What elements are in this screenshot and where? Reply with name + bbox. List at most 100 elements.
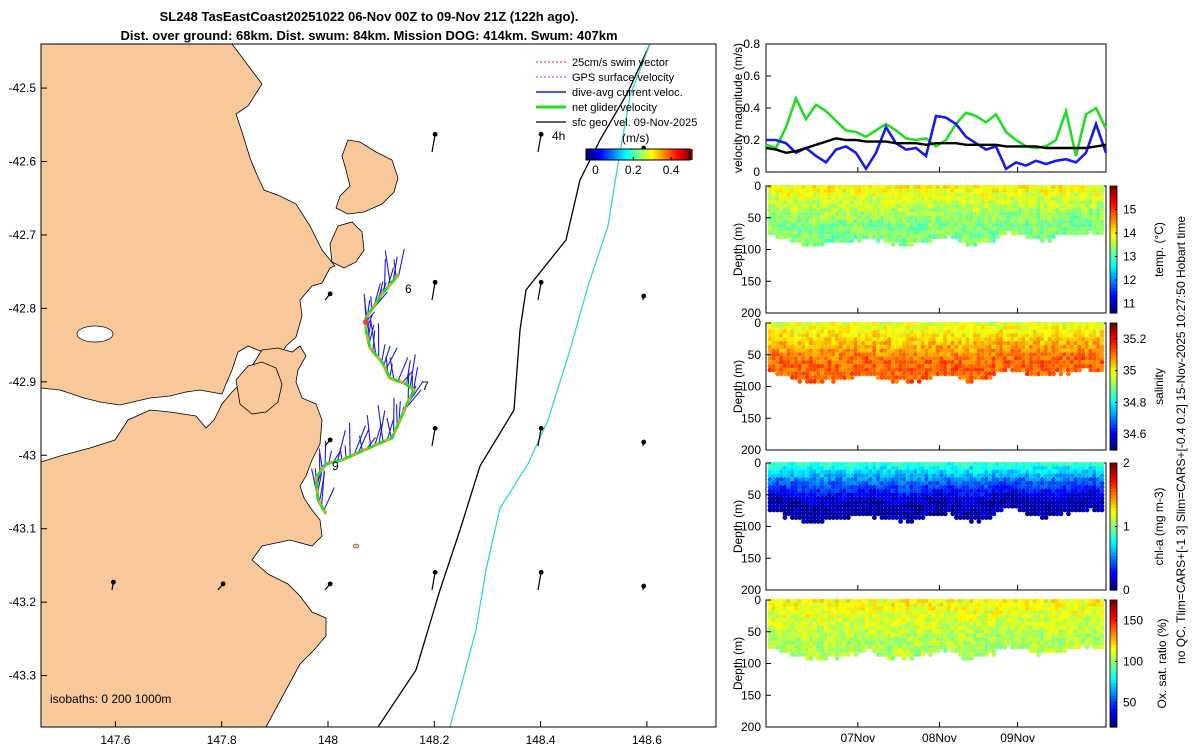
section-dot: [816, 379, 821, 384]
section-dot: [890, 222, 896, 228]
section-dot: [816, 230, 821, 236]
section-dot: [831, 610, 836, 616]
section-dot: [838, 184, 844, 190]
section-dot: [793, 644, 799, 650]
section-dot: [969, 188, 974, 194]
section-dot: [1043, 333, 1049, 339]
section-colorbar-cell: [1110, 551, 1117, 556]
section-dot: [898, 226, 903, 232]
section-dot: [819, 222, 825, 228]
section-dot: [991, 226, 997, 232]
section-dot: [1092, 333, 1097, 339]
section-dot: [1028, 222, 1034, 228]
section-dot: [797, 321, 803, 327]
section-dot: [1024, 477, 1030, 482]
section-dot: [819, 644, 825, 650]
section-dot: [838, 200, 844, 205]
section-dot: [793, 515, 799, 521]
section-dot: [928, 644, 933, 650]
section-dot: [812, 356, 818, 361]
section-dot: [998, 473, 1004, 479]
section-dot: [920, 465, 926, 471]
section-dot: [883, 477, 889, 482]
section-dot: [793, 469, 799, 475]
section-dot: [849, 344, 855, 350]
section-dot: [998, 340, 1004, 346]
section-dot: [954, 503, 959, 509]
section-dot: [913, 633, 918, 638]
section-dot: [1077, 215, 1083, 221]
section-dot: [954, 477, 959, 482]
section-dot: [1006, 192, 1012, 198]
section-dot: [961, 215, 967, 221]
section-dot: [1024, 352, 1030, 358]
dive-avg-vector: [413, 367, 419, 390]
section-dot: [983, 226, 989, 232]
section-dot: [946, 226, 952, 232]
section-dot: [879, 652, 885, 658]
section-dot: [991, 496, 997, 501]
section-dot: [875, 625, 881, 631]
section-colorbar-cell: [1110, 274, 1117, 279]
section-dot: [823, 484, 829, 490]
section-dot: [1002, 340, 1008, 346]
section-dot: [771, 640, 777, 646]
section-colorbar-cell: [1110, 306, 1117, 311]
section-colorbar-cell: [1110, 236, 1117, 241]
section-dot: [898, 625, 903, 631]
section-dot: [898, 640, 903, 646]
section-dot: [819, 219, 825, 224]
section-dot: [890, 321, 896, 327]
section-dot: [767, 484, 773, 490]
section-dot: [782, 333, 788, 339]
section-dot: [931, 333, 937, 339]
section-dot: [983, 234, 989, 240]
section-dot: [793, 465, 799, 471]
section-colorbar-cell: [1110, 354, 1117, 359]
section-dot: [1047, 473, 1053, 479]
section-dot: [786, 469, 792, 475]
section-dot: [991, 367, 997, 373]
section-dot: [831, 515, 836, 521]
map-colorbar-cell: [665, 149, 669, 160]
section-dot: [1069, 340, 1075, 346]
section-dot: [804, 375, 810, 381]
map-colorbar-cell: [647, 149, 650, 160]
section-dot: [935, 325, 941, 331]
section-dot: [1073, 473, 1079, 479]
section-dot: [1095, 344, 1101, 350]
section-dot: [872, 352, 877, 358]
section-dot: [954, 363, 959, 369]
section-dot: [894, 473, 900, 479]
section-dot: [961, 325, 967, 331]
section-dot: [935, 461, 941, 467]
section-dot: [998, 203, 1004, 209]
section-dot: [834, 337, 840, 342]
section-dot: [812, 484, 818, 490]
section-dot: [1069, 196, 1075, 202]
section-colorbar-cell: [1110, 443, 1117, 448]
section-dot: [886, 465, 892, 471]
section-dot: [928, 344, 933, 350]
section-dot: [954, 461, 959, 467]
section-colorbar-tick-label: 14: [1123, 226, 1137, 240]
section-dot: [1054, 484, 1060, 490]
section-dot: [1084, 473, 1090, 479]
section-dot: [976, 203, 982, 209]
section-dot: [883, 333, 889, 339]
section-dot: [786, 348, 792, 354]
section-dot: [980, 507, 986, 513]
section-dot: [931, 192, 937, 198]
section-dot: [950, 359, 956, 365]
velocity-series-sfc-geo-vel-: [765, 137, 1107, 155]
section-dot: [827, 602, 833, 608]
map-colorbar-tick-label: 0.2: [625, 163, 642, 177]
section-dot: [1066, 344, 1071, 350]
map-colorbar-cell: [630, 149, 634, 160]
section-dot: [1092, 219, 1097, 224]
section-dot: [886, 511, 892, 517]
section-dot: [890, 196, 896, 202]
section-ytick-label: 200: [741, 583, 761, 597]
section-dot: [931, 636, 937, 642]
section-dot: [950, 230, 956, 236]
